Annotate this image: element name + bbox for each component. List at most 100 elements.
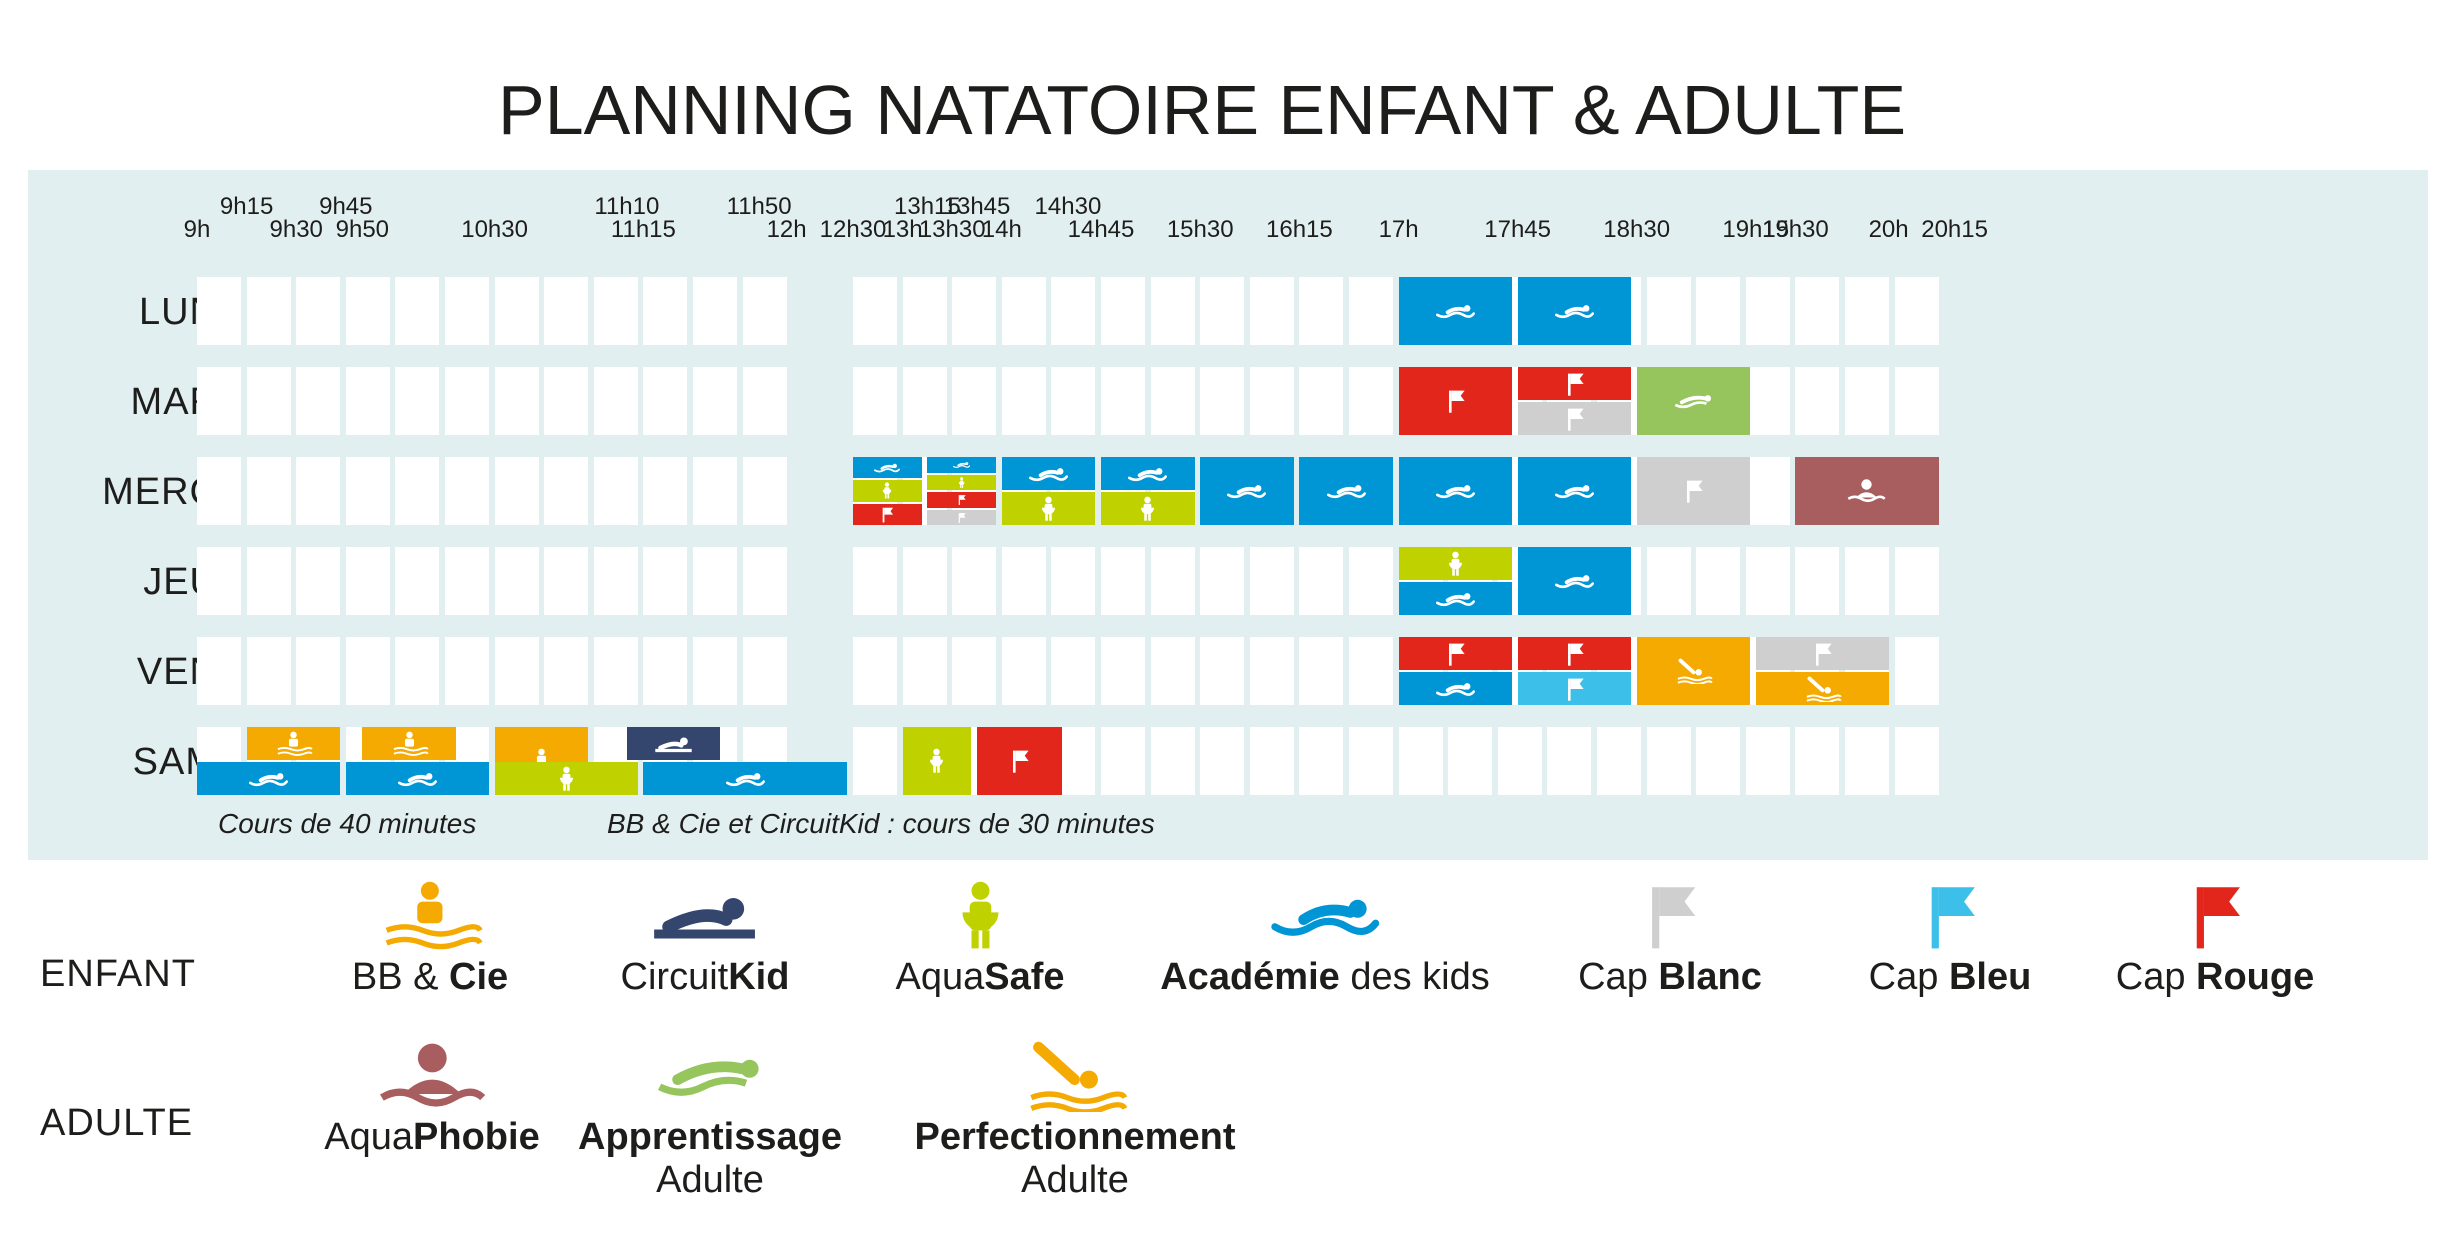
course-block-aquasafe[interactable] bbox=[902, 727, 972, 795]
legend-label: Académie des kids bbox=[1160, 956, 1490, 999]
schedule-cell bbox=[1249, 547, 1294, 615]
schedule-cell bbox=[1497, 727, 1542, 795]
course-block-perfectionnement[interactable] bbox=[1755, 672, 1889, 705]
schedule-cell bbox=[1001, 637, 1046, 705]
note-40-minutes: Cours de 40 minutes bbox=[218, 808, 477, 839]
flag-icon bbox=[958, 512, 966, 523]
flag-icon bbox=[1448, 643, 1465, 666]
course-block-academie[interactable] bbox=[1200, 457, 1294, 525]
legend-label-bold: Rouge bbox=[2196, 956, 2315, 998]
time-label: 11h50 bbox=[726, 193, 792, 220]
course-block-bb[interactable] bbox=[362, 727, 456, 760]
schedule-cell bbox=[544, 547, 589, 615]
schedule-cell bbox=[1200, 727, 1245, 795]
course-block-rouge[interactable] bbox=[977, 727, 1063, 795]
time-label: 10h30 bbox=[461, 216, 528, 243]
course-block-academie[interactable] bbox=[1398, 672, 1513, 705]
time-label: 14h45 bbox=[1067, 216, 1135, 243]
legend-label: AquaPhobie bbox=[324, 1116, 539, 1159]
course-block-blanc[interactable] bbox=[1517, 402, 1632, 435]
schedule-cell bbox=[246, 457, 291, 525]
course-block-rouge[interactable] bbox=[1398, 637, 1513, 670]
course-block-perfectionnement[interactable] bbox=[1636, 637, 1751, 705]
course-block-academie[interactable] bbox=[1517, 547, 1632, 615]
schedule-cell bbox=[494, 277, 539, 345]
diver-icon bbox=[1677, 658, 1713, 684]
time-label: 20h15 bbox=[1921, 216, 1988, 243]
legend-label-bold: Apprentissage bbox=[578, 1116, 842, 1158]
course-block-academie[interactable] bbox=[197, 762, 341, 795]
course-block-aquasafe[interactable] bbox=[1001, 492, 1096, 525]
legend-label-bold: Safe bbox=[984, 956, 1065, 998]
course-block-blanc[interactable] bbox=[927, 509, 997, 525]
time-label: 9h bbox=[183, 216, 211, 243]
course-block-aquasafe[interactable] bbox=[1398, 547, 1513, 580]
schedule-cell bbox=[1200, 637, 1245, 705]
page-title: PLANNING NATATOIRE ENFANT & ADULTE bbox=[498, 70, 1906, 150]
schedule-cell bbox=[1299, 367, 1344, 435]
schedule-cell bbox=[494, 637, 539, 705]
legend-item-blanc: Cap Blanc bbox=[1578, 880, 1762, 999]
legend-item-apprentissage: Apprentissage Adulte bbox=[578, 1040, 842, 1202]
course-block-apprentissage[interactable] bbox=[1636, 367, 1751, 435]
course-block-academie[interactable] bbox=[345, 762, 489, 795]
course-block-academie[interactable] bbox=[643, 762, 848, 795]
swimmer-icon bbox=[1435, 592, 1475, 606]
schedule-cell bbox=[643, 637, 688, 705]
course-block-aquasafe[interactable] bbox=[853, 480, 922, 502]
schedule-cell bbox=[1249, 367, 1294, 435]
schedule-cell bbox=[1894, 727, 1939, 795]
course-block-circuit[interactable] bbox=[626, 727, 721, 760]
course-block-aquasafe[interactable] bbox=[927, 474, 997, 490]
course-block-rouge[interactable] bbox=[853, 503, 922, 525]
time-label: 14h bbox=[981, 216, 1022, 243]
time-label: 15h30 bbox=[1166, 216, 1234, 243]
course-block-academie[interactable] bbox=[1517, 277, 1632, 345]
course-block-academie[interactable] bbox=[1299, 457, 1393, 525]
schedule-cell bbox=[1150, 547, 1195, 615]
time-label: 9h50 bbox=[335, 216, 390, 243]
swimmer-icon bbox=[874, 463, 901, 473]
schedule-cell bbox=[952, 277, 997, 345]
course-block-academie[interactable] bbox=[853, 457, 922, 479]
course-block-academie[interactable] bbox=[1398, 582, 1513, 615]
course-block-rouge[interactable] bbox=[1398, 367, 1513, 435]
schedule-cell bbox=[1795, 367, 1840, 435]
diver-icon bbox=[1030, 1041, 1128, 1112]
swimmer-icon bbox=[1270, 899, 1379, 936]
swimmer-icon bbox=[1227, 485, 1267, 499]
course-block-aquasafe[interactable] bbox=[494, 762, 638, 795]
schedule-cell bbox=[693, 277, 737, 345]
schedule-cell bbox=[853, 727, 897, 795]
day-label-jeu: JEU bbox=[143, 561, 218, 603]
diver-icon bbox=[1806, 676, 1842, 702]
course-block-aquasafe[interactable] bbox=[1101, 492, 1195, 525]
time-label: 11h10 bbox=[594, 193, 660, 220]
course-block-bleu[interactable] bbox=[1517, 672, 1632, 705]
schedule-cell bbox=[544, 277, 589, 345]
schedule-cell bbox=[296, 457, 341, 525]
course-block-academie[interactable] bbox=[927, 457, 997, 473]
course-block-blanc[interactable] bbox=[1755, 637, 1889, 670]
schedule-cell bbox=[1200, 547, 1245, 615]
course-block-rouge[interactable] bbox=[1517, 637, 1632, 670]
course-block-phobie[interactable] bbox=[1795, 457, 1939, 525]
course-block-rouge[interactable] bbox=[927, 492, 997, 508]
course-block-academie[interactable] bbox=[1398, 277, 1513, 345]
swimmer-icon bbox=[1554, 575, 1594, 589]
schedule-cell bbox=[296, 547, 341, 615]
course-block-academie[interactable] bbox=[1398, 457, 1513, 525]
schedule-cell bbox=[742, 277, 787, 345]
course-block-academie[interactable] bbox=[1517, 457, 1632, 525]
course-block-rouge[interactable] bbox=[1517, 367, 1632, 400]
course-block-academie[interactable] bbox=[1001, 457, 1096, 490]
swimmer-icon bbox=[1435, 305, 1475, 319]
schedule-cell bbox=[1845, 727, 1889, 795]
schedule-cell bbox=[1001, 367, 1046, 435]
course-block-blanc[interactable] bbox=[1636, 457, 1751, 525]
course-block-bb[interactable] bbox=[246, 727, 341, 760]
time-label: 17h bbox=[1378, 216, 1419, 243]
legend-label: Cap Bleu bbox=[1869, 956, 2032, 999]
head-above-water-icon bbox=[379, 1043, 485, 1107]
course-block-academie[interactable] bbox=[1101, 457, 1195, 490]
